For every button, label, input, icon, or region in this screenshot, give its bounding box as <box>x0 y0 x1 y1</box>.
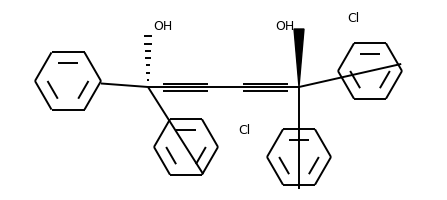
Text: Cl: Cl <box>347 11 359 24</box>
Text: OH: OH <box>275 20 294 33</box>
Text: OH: OH <box>153 20 172 33</box>
Polygon shape <box>294 30 304 88</box>
Text: Cl: Cl <box>238 123 250 136</box>
